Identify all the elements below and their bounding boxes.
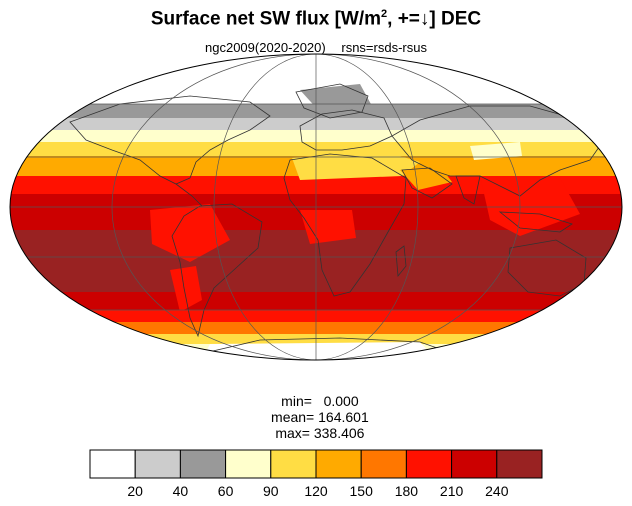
colorbar-box-8: [451, 449, 498, 479]
colorbar-box-1: [134, 449, 181, 479]
outline-antarctica: [199, 337, 461, 357]
variable-definition: rsns=rsds-rsus: [341, 40, 427, 55]
colorbar-label-8: 240: [485, 483, 509, 499]
outline-africa: [283, 153, 407, 297]
colorbar-box-0: [89, 449, 136, 479]
region-greenland-grey: [300, 84, 372, 112]
plot-subtitle: ngc2009(2020-2020) rsns=rsds-rsus: [0, 40, 632, 55]
outline-australia: [507, 239, 587, 297]
region-congo-red: [300, 210, 356, 244]
region-amazon-red: [150, 204, 230, 262]
outline-india: [455, 175, 481, 205]
stat-max: max= 338.406: [275, 425, 365, 441]
colorbar-box-6: [360, 449, 407, 479]
colorbar-label-6: 180: [394, 483, 419, 499]
colorbar-label-2: 60: [217, 483, 234, 499]
colorbar-label-1: 40: [172, 483, 189, 499]
colorbar-box-5: [315, 449, 362, 479]
region-tibet-pale: [470, 142, 522, 160]
plot-title: Surface net SW flux [W/m2, +=↓] DEC: [150, 8, 482, 30]
region-se-asia-red: [480, 176, 580, 236]
stat-mean: mean= 164.601: [271, 409, 369, 425]
outline-madagascar: [395, 245, 407, 278]
colorbar-label-7: 210: [439, 483, 464, 499]
case-label: ngc2009(2020-2020): [205, 40, 326, 55]
stat-min: min= 0.000: [281, 393, 359, 409]
field-statistics: min= 0.000 mean= 164.601 max= 338.406: [0, 377, 632, 441]
outline-greenland: [295, 83, 369, 119]
colorbar-box-9: [496, 449, 543, 479]
colorbar-box-2: [179, 449, 227, 479]
colorbar-box-7: [405, 449, 453, 479]
globe-border: [9, 53, 623, 361]
outline-indonesia: [498, 211, 573, 233]
outline-asia: [391, 105, 605, 197]
outline-north-america: [69, 95, 271, 185]
colorbar-label-4: 120: [304, 483, 328, 499]
meridian-60: [213, 54, 419, 360]
region-sahara-yellow: [292, 150, 420, 180]
colorbar-box-4: [270, 449, 317, 479]
outline-europe: [299, 109, 393, 151]
colorbar-label-3: 90: [263, 483, 279, 499]
region-andes-red: [170, 266, 202, 312]
mollweide-map: [9, 53, 623, 361]
meridian-120: [111, 54, 521, 360]
colorbar-label-5: 150: [349, 483, 373, 499]
outline-central-america: [175, 183, 203, 207]
colorbar-box-3: [225, 449, 272, 479]
outline-arabia: [401, 167, 453, 199]
outline-south-america: [171, 203, 263, 338]
graticule: [10, 54, 622, 360]
colorbar-label-0: 20: [127, 483, 143, 499]
